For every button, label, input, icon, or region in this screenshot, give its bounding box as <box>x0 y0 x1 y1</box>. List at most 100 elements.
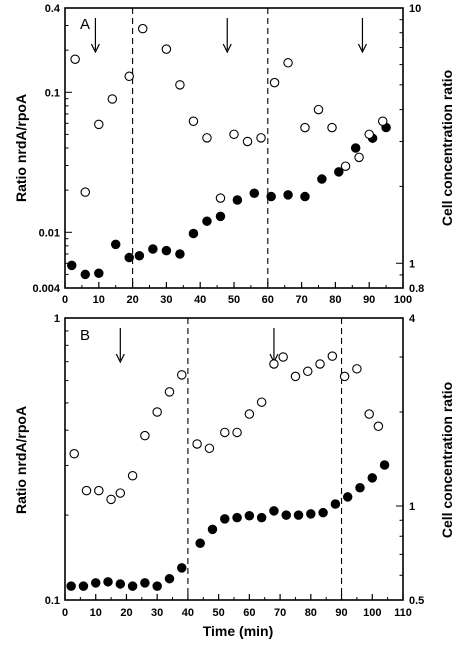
panel-a-x-tick-label: 30 <box>160 294 172 306</box>
panel-a-open-point <box>215 193 226 203</box>
panel-a-open-point <box>364 129 374 140</box>
panel-b-open-point <box>278 352 288 362</box>
panel-b-open-point <box>364 409 374 419</box>
panel-b-x-tick-label: 20 <box>120 607 132 619</box>
panel-b-y2-tick-label: 0.5 <box>409 595 424 607</box>
panel-b-filled-point <box>78 581 89 591</box>
panel-b-x-tick-label: 100 <box>363 607 381 619</box>
panel-a-filled-point <box>300 191 310 202</box>
panel-b-open-point <box>152 407 162 417</box>
panel-a-filled-point <box>124 252 134 263</box>
panel-a-x-tick-label: 70 <box>295 294 307 306</box>
panel-b-arrow-head <box>115 353 125 364</box>
panel-a-x-tick-label: 40 <box>194 294 206 306</box>
panel-b-filled-point <box>379 460 390 470</box>
panel-a-open-point <box>202 133 212 143</box>
panel-a-open-point <box>300 122 310 133</box>
panel-a-filled-point <box>134 250 145 261</box>
panel-a-filled-point <box>202 216 212 226</box>
panel-a-open-point <box>242 136 253 147</box>
panel-a-filled-point <box>188 228 199 239</box>
panel-a-open-point <box>137 23 148 34</box>
panel-a-arrow-head <box>222 43 232 54</box>
panel-b-filled-point <box>293 510 304 520</box>
panel-a-open-point <box>283 58 293 68</box>
panel-b-filled-point <box>256 512 267 523</box>
x-axis-title: Time (min) <box>203 623 274 639</box>
panel-a-open-point <box>124 71 134 82</box>
panel-b-filled-point <box>177 563 187 573</box>
panel-b-open-point <box>315 359 325 369</box>
panel-b-y2label: Cell concentration ratio <box>439 382 455 538</box>
panel-a-open-point <box>70 54 80 64</box>
panel-b-filled-point <box>281 510 291 520</box>
panel-b-open-point <box>115 488 126 498</box>
panel-b-open-point <box>81 485 92 496</box>
panel-a-y-tick-label: 0.1 <box>45 87 60 99</box>
panel-a-open-point <box>188 116 199 127</box>
panel-b-filled-point <box>127 581 138 591</box>
panel-a-open-point <box>80 187 91 197</box>
panel-b-filled-point <box>355 483 365 493</box>
panel-b-filled-point <box>269 506 279 516</box>
panel-a-filled-point <box>175 249 185 259</box>
panel-a-filled-point <box>215 211 226 222</box>
panel-a-y2-tick-label: 10 <box>409 3 421 15</box>
panel-a-open-point <box>354 152 364 163</box>
panel-b-letter: B <box>80 327 90 344</box>
panel-b-filled-point <box>306 509 316 519</box>
panel-a-filled-point <box>350 143 361 153</box>
panel-b-open-point <box>220 427 230 438</box>
panel-b-filled-point <box>207 524 218 535</box>
panel-a-ylabel: Ratio nrdA/rpoA <box>13 94 29 202</box>
panel-a-plot: 0 10 20 30 40 50 60 70 80 90 100 0.4 0.1 0.01 0.004 10 1… <box>32 3 424 306</box>
panel-a-x-tick-label: 100 <box>394 294 412 306</box>
panel-b-open-point <box>290 371 301 382</box>
panel-a-open-point <box>377 116 388 127</box>
panel-a-filled-point <box>110 239 121 250</box>
panel-b-y2-tick-label: 1 <box>409 501 415 513</box>
panel-b-open-point <box>339 371 350 382</box>
panel-b-open-point <box>232 427 242 438</box>
panel-b-x-tick-label: 80 <box>305 607 317 619</box>
panel-a-x-tick-label: 60 <box>262 294 274 306</box>
panel-b-y-tick-label: 0.1 <box>45 595 60 607</box>
panel-b-open-point <box>106 494 116 505</box>
panel-a-filled-point <box>283 190 293 200</box>
panel-a-x-tick-label: 10 <box>93 294 105 306</box>
panel-b-open-point <box>140 430 150 441</box>
panel-b-x-tick-label: 50 <box>213 607 225 619</box>
panel-a-open-point <box>107 94 118 104</box>
panel-b-filled-point <box>318 507 328 518</box>
panel-a-open-point <box>327 122 337 133</box>
panel-b-x-tick-label: 110 <box>394 607 412 619</box>
panel-b-filled-point <box>90 578 101 588</box>
panel-a-open-point <box>229 129 239 140</box>
panel-a-x-tick-label: 0 <box>62 294 68 306</box>
panel-b-y-tick-label: 1 <box>54 313 60 325</box>
panel-b-filled-point <box>330 499 341 509</box>
panel-a-filled-point <box>334 167 344 177</box>
panel-b-open-point <box>192 439 202 449</box>
panel-a-y2-tick-label: 0.8 <box>409 283 424 295</box>
panel-a-open-point <box>269 77 280 88</box>
panel-b-filled-point <box>152 581 162 591</box>
panel-b-filled-point <box>232 512 242 523</box>
panel-b-frame <box>64 317 404 601</box>
panel-a-open-point <box>256 133 266 143</box>
panel-b-filled-point <box>164 573 175 584</box>
panel-a-filled-point <box>67 260 77 271</box>
panel-b-open-point <box>352 364 362 374</box>
panel-a-filled-point <box>148 244 158 254</box>
panel-b-open-point <box>269 359 279 369</box>
panel-b-y2-tick-label: 4 <box>409 313 416 325</box>
panel-a-y-tick-label: 0.004 <box>32 283 60 295</box>
panel-a-letter: A <box>80 16 90 33</box>
panel-b-filled-point <box>103 577 113 587</box>
panel-b-x-tick-label: 0 <box>62 607 68 619</box>
panel-b-plot: 0 10 20 30 40 50 60 70 80 90 100 110 1 0.1 4 1 0.5 <box>45 313 425 619</box>
panel-a-open-point <box>313 104 324 115</box>
panel-b-filled-point <box>115 579 126 589</box>
panel-a-y-tick-label: 0.4 <box>45 3 61 15</box>
panel-b-open-point <box>177 370 187 380</box>
